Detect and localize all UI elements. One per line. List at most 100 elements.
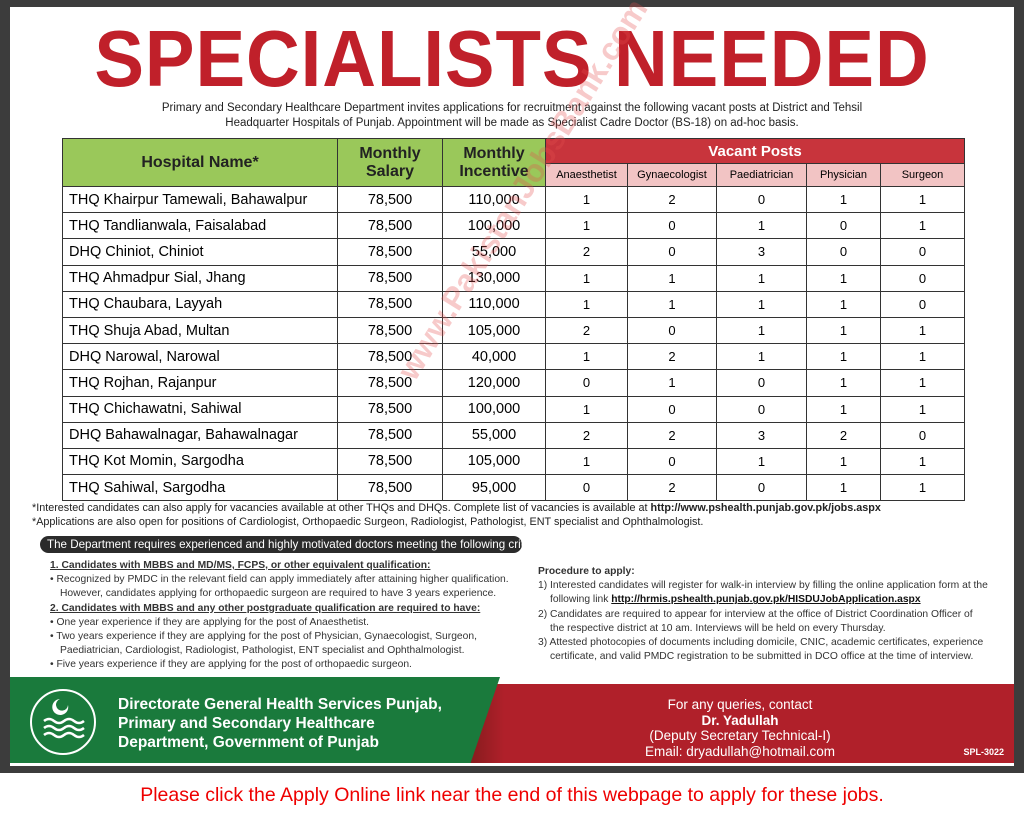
incentive-cell: 95,000 — [442, 474, 546, 502]
vacancy-cell: 1 — [545, 290, 628, 318]
hospital-cell: THQ Kot Momin, Sargodha — [62, 447, 338, 476]
vacancy-table: Hospital Name* Monthly Salary Monthly In… — [62, 138, 965, 502]
vacancy-cell: 0 — [627, 238, 717, 266]
header-gynaecologist: Gynaecologist — [627, 163, 717, 187]
contact-email: Email: dryadullah@hotmail.com — [644, 743, 836, 759]
vacancy-cell: 1 — [716, 264, 807, 292]
procedure: Procedure to apply: 1) Interested candid… — [538, 565, 988, 664]
note-1: *Interested candidates can also apply fo… — [32, 502, 881, 514]
vacancy-cell: 0 — [627, 447, 717, 476]
criteria-bullet: • One year experience if they are applyi… — [50, 616, 369, 628]
salary-cell: 78,500 — [337, 264, 443, 292]
table-row: THQ Khairpur Tamewali, Bahawalpur 78,500 1… — [62, 185, 965, 214]
salary-cell: 78,500 — [337, 185, 443, 214]
vacancy-cell: 1 — [545, 185, 628, 214]
salary-cell: 78,500 — [337, 369, 443, 397]
salary-cell: 78,500 — [337, 474, 443, 502]
hospital-cell: THQ Khairpur Tamewali, Bahawalpur — [62, 185, 338, 214]
advertisement: SPECIALISTS NEEDED Primary and Secondary… — [10, 0, 1014, 766]
vacancy-cell: 2 — [545, 421, 628, 449]
vacancy-cell: 1 — [545, 395, 628, 423]
vacancy-cell: 1 — [806, 264, 881, 292]
vacancy-cell: 2 — [627, 343, 717, 371]
org-line-1: Directorate General Health Services Punj… — [118, 696, 442, 713]
salary-cell: 78,500 — [337, 421, 443, 449]
salary-cell: 78,500 — [337, 238, 443, 266]
salary-cell: 78,500 — [337, 290, 443, 318]
vacancy-cell: 1 — [545, 447, 628, 476]
vacancy-cell: 0 — [716, 395, 807, 423]
procedure-step-2: 2) Candidates are required to appear for… — [538, 608, 973, 634]
incentive-cell: 105,000 — [442, 447, 546, 476]
note-2: *Applications are also open for position… — [32, 516, 704, 528]
vacancy-cell: 2 — [627, 474, 717, 502]
table-row: THQ Rojhan, Rajanpur 78,500 120,000 0 1 0 1 1 — [62, 369, 965, 397]
vacancy-cell: 0 — [716, 369, 807, 397]
incentive-cell: 100,000 — [442, 212, 546, 240]
vacancy-cell: 1 — [716, 290, 807, 318]
criteria-banner: The Department requires experienced and … — [40, 536, 522, 553]
criteria-heading-2: 2. Candidates with MBBS and any other po… — [50, 602, 481, 614]
salary-cell: 78,500 — [337, 447, 443, 476]
org-line-2: Primary and Secondary Healthcare — [118, 715, 375, 732]
incentive-cell: 105,000 — [442, 316, 546, 345]
vacancy-cell: 1 — [545, 264, 628, 292]
criteria-bullet: • Recognized by PMDC in the relevant fie… — [50, 574, 509, 600]
ad-frame: SPECIALISTS NEEDED Primary and Secondary… — [0, 0, 1024, 773]
hospital-cell: DHQ Chiniot, Chiniot — [62, 238, 338, 266]
header-vacant-posts: Vacant Posts — [545, 138, 965, 164]
procedure-step-3: 3) Attested photocopies of documents inc… — [538, 637, 984, 663]
criteria-heading-1: 1. Candidates with MBBS and MD/MS, FCPS,… — [50, 560, 431, 571]
incentive-cell: 120,000 — [442, 369, 546, 397]
procedure-step-1: 1) Interested candidates will register f… — [538, 579, 988, 607]
table-row: THQ Chaubara, Layyah 78,500 110,000 1 1 1 1 0 — [62, 290, 965, 318]
org-line-3: Department, Government of Punjab — [118, 734, 379, 751]
hospital-cell: THQ Rojhan, Rajanpur — [62, 369, 338, 397]
apply-notice: Please click the Apply Online link near … — [140, 784, 884, 806]
header-anaesthetist: Anaesthetist — [545, 163, 628, 187]
incentive-cell: 55,000 — [442, 421, 546, 449]
header-salary: Monthly Salary — [337, 138, 443, 187]
application-link[interactable]: http://hrmis.pshealth.punjab.gov.pk/HISD… — [611, 594, 921, 606]
vacancy-cell: 2 — [545, 316, 628, 345]
vacancy-cell: 1 — [880, 395, 965, 423]
vacancy-cell: 1 — [806, 316, 881, 345]
contact-title: (Deputy Secretary Technical-I) — [649, 728, 831, 743]
jobs-link[interactable]: http://www.pshealth.punjab.gov.pk/jobs.a… — [650, 502, 881, 514]
vacancy-cell: 2 — [627, 421, 717, 449]
header-physician: Physician — [806, 163, 881, 187]
vacancy-cell: 3 — [716, 238, 807, 266]
vacancy-cell: 3 — [716, 421, 807, 449]
incentive-cell: 55,000 — [442, 238, 546, 266]
table-row: THQ Tandlianwala, Faisalabad 78,500 100,00… — [62, 212, 965, 240]
incentive-cell: 40,000 — [442, 343, 546, 371]
vacancy-cell: 0 — [880, 421, 965, 449]
table-row: DHQ Narowal, Narowal 78,500 40,000 1 2 1 1 1 — [62, 343, 965, 371]
vacancy-cell: 1 — [880, 474, 965, 502]
vacancy-cell: 1 — [806, 185, 881, 214]
salary-cell: 78,500 — [337, 395, 443, 423]
hospital-cell: DHQ Narowal, Narowal — [62, 343, 338, 371]
criteria-bullet: • Five years experience if they are appl… — [50, 659, 412, 671]
hospital-cell: THQ Tandlianwala, Faisalabad — [62, 212, 338, 240]
vacancy-cell: 0 — [545, 369, 628, 397]
vacancy-cell: 0 — [627, 316, 717, 345]
contact-name: Dr. Yadullah — [701, 712, 779, 728]
ad-reference: SPL-3022 — [963, 747, 1004, 757]
vacancy-cell: 1 — [545, 212, 628, 240]
vacancy-cell: 1 — [880, 316, 965, 345]
vacancy-cell: 1 — [880, 369, 965, 397]
criteria-bullet: • Two years experience if they are apply… — [50, 631, 477, 657]
table-row: DHQ Chiniot, Chiniot 78,500 55,000 2 0 3 0 0 — [62, 238, 965, 266]
incentive-cell: 110,000 — [442, 290, 546, 318]
salary-cell: 78,500 — [337, 343, 443, 371]
header-surgeon: Surgeon — [880, 163, 965, 187]
vacancy-cell: 0 — [880, 290, 965, 318]
vacancy-cell: 2 — [545, 238, 628, 266]
salary-cell: 78,500 — [337, 212, 443, 240]
ad-title: SPECIALISTS NEEDED — [94, 14, 930, 103]
table-row: THQ Shuja Abad, Multan 78,500 105,000 2 0 1 1 1 — [62, 316, 965, 345]
header-hospital: Hospital Name* — [62, 138, 338, 187]
footer: Directorate General Health Services Punj… — [10, 677, 1014, 764]
vacancy-cell: 0 — [627, 212, 717, 240]
